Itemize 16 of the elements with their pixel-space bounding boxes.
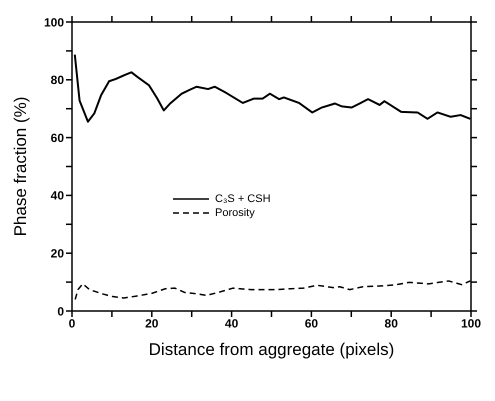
x-tick-label: 60 [304, 316, 318, 331]
legend-label: C₃S + CSH [215, 193, 271, 205]
y-tick-label: 100 [44, 15, 64, 30]
x-axis-title: Distance from aggregate (pixels) [148, 340, 394, 359]
y-tick-label: 40 [50, 188, 64, 203]
y-tick-label: 20 [50, 246, 64, 260]
x-tick-label: 100 [460, 316, 482, 331]
legend-label: Porosity [215, 207, 255, 219]
y-tick-label: 60 [50, 130, 64, 145]
x-tick-label: 80 [384, 316, 398, 331]
x-tick-label: 40 [224, 316, 239, 331]
x-tick-label: 20 [145, 316, 159, 331]
x-tick-label: 0 [68, 316, 76, 331]
y-tick-label: 80 [50, 73, 64, 88]
y-tick-label: 0 [57, 304, 64, 318]
y-axis-title: Phase fraction (%) [11, 96, 30, 236]
